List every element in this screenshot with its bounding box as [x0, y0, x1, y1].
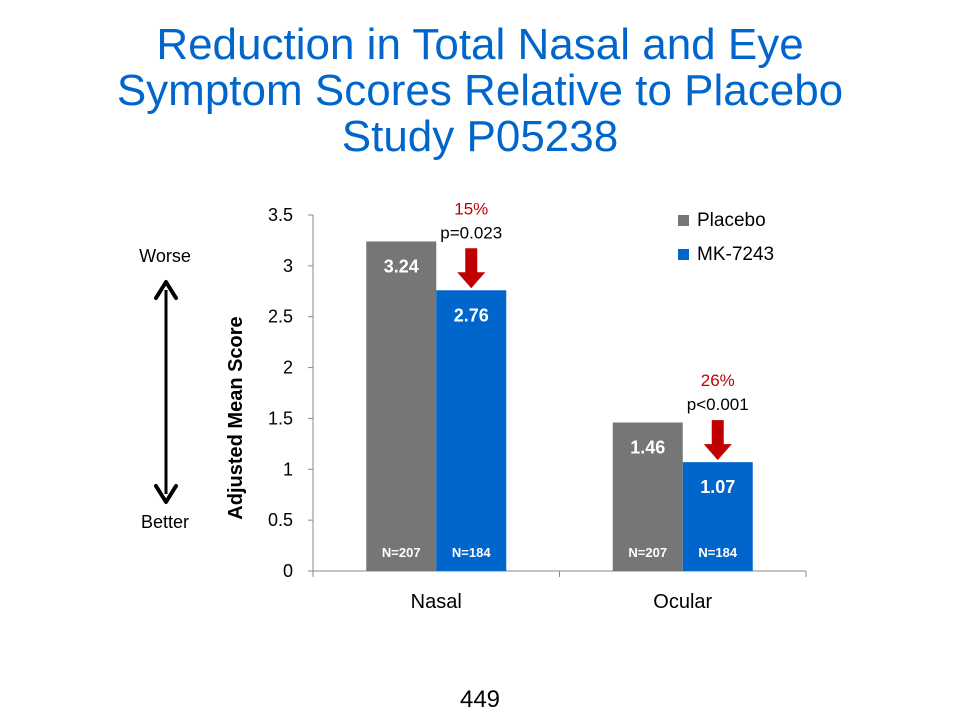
bar-nasal-mk7243: [436, 290, 507, 571]
down-arrow-icon: [457, 248, 486, 289]
bar-n-label: N=184: [698, 545, 737, 560]
title-line-2: Symptom Scores Relative to Placebo: [116, 66, 844, 115]
down-arrowhead-icon: [154, 484, 178, 504]
y-tick-label: 0.5: [268, 510, 293, 530]
bar-value-label: 2.76: [454, 305, 489, 325]
legend-label: MK-7243: [697, 244, 774, 265]
p-value: p<0.001: [687, 395, 749, 414]
worse-label: Worse: [139, 246, 191, 266]
y-tick-label: 3: [283, 256, 293, 276]
bar-nasal-placebo: [366, 241, 437, 571]
better-label: Better: [141, 512, 189, 532]
y-tick-label: 3.5: [268, 205, 293, 225]
y-tick-label: 1.5: [268, 408, 293, 428]
y-axis-title: Adjusted Mean Score: [225, 316, 247, 519]
page-number: 449: [459, 686, 501, 713]
x-category-label: Nasal: [411, 591, 462, 613]
reduction-percent: 15%: [454, 199, 488, 218]
p-value: p=0.023: [440, 223, 502, 242]
bar-ocular-placebo: [612, 422, 683, 571]
slide-title: Reduction in Total Nasal and Eye Symptom…: [0, 22, 960, 160]
title-line-3: Study P05238: [341, 112, 619, 161]
bar-value-label: 1.07: [700, 477, 735, 497]
reduction-percent: 26%: [701, 371, 735, 390]
legend-swatch: [678, 215, 689, 226]
bar-value-label: 3.24: [384, 256, 419, 276]
y-tick-label: 0: [283, 561, 293, 581]
x-category-label: Ocular: [653, 591, 712, 613]
legend-label: Placebo: [697, 210, 766, 231]
y-tick-label: 2: [283, 358, 293, 378]
up-arrowhead-icon: [154, 280, 178, 300]
y-tick-label: 1: [283, 459, 293, 479]
down-arrow-icon: [703, 420, 732, 461]
y-tick-label: 2.5: [268, 307, 293, 327]
title-line-1: Reduction in Total Nasal and Eye: [156, 20, 804, 69]
bar-value-label: 1.46: [630, 437, 665, 457]
bar-ocular-mk7243: [682, 462, 753, 571]
bar-n-label: N=207: [628, 545, 667, 560]
legend-swatch: [678, 249, 689, 260]
bar-n-label: N=184: [452, 545, 491, 560]
bar-n-label: N=207: [382, 545, 421, 560]
